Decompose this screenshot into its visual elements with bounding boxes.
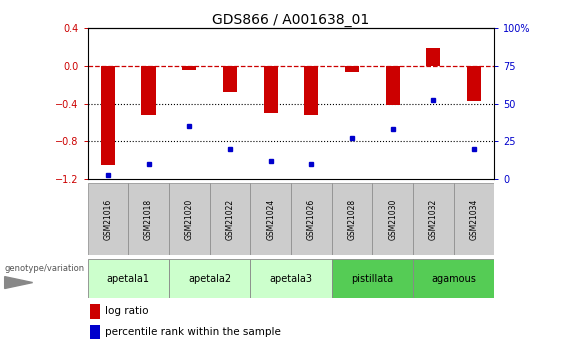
- Text: agamous: agamous: [431, 274, 476, 284]
- Title: GDS866 / A001638_01: GDS866 / A001638_01: [212, 12, 370, 27]
- Text: GSM21034: GSM21034: [470, 198, 479, 240]
- Text: apetala3: apetala3: [270, 274, 312, 284]
- Bar: [141, 66, 156, 115]
- Text: GSM21020: GSM21020: [185, 198, 194, 240]
- Bar: [169, 183, 210, 255]
- Bar: [332, 259, 413, 298]
- Bar: [169, 259, 250, 298]
- Polygon shape: [5, 277, 33, 288]
- Bar: [291, 183, 332, 255]
- Bar: [90, 304, 100, 319]
- Bar: [304, 66, 319, 115]
- Bar: [88, 259, 169, 298]
- Bar: [101, 66, 115, 165]
- Bar: [250, 183, 291, 255]
- Text: GSM21016: GSM21016: [103, 198, 112, 240]
- Bar: [413, 259, 494, 298]
- Text: pistillata: pistillata: [351, 274, 393, 284]
- Bar: [90, 325, 100, 339]
- Text: GSM21018: GSM21018: [144, 198, 153, 240]
- Text: GSM21030: GSM21030: [388, 198, 397, 240]
- Text: GSM21024: GSM21024: [266, 198, 275, 240]
- Bar: [413, 183, 454, 255]
- Bar: [467, 66, 481, 101]
- Text: log ratio: log ratio: [105, 306, 148, 316]
- Bar: [332, 183, 372, 255]
- Bar: [385, 66, 400, 106]
- Text: genotype/variation: genotype/variation: [5, 264, 85, 273]
- Bar: [263, 66, 278, 113]
- Text: GSM21022: GSM21022: [225, 198, 234, 240]
- Bar: [250, 259, 332, 298]
- Bar: [223, 66, 237, 92]
- Text: GSM21028: GSM21028: [347, 198, 357, 240]
- Text: GSM21026: GSM21026: [307, 198, 316, 240]
- Bar: [345, 66, 359, 72]
- Bar: [454, 183, 494, 255]
- Bar: [372, 183, 413, 255]
- Text: apetala2: apetala2: [188, 274, 231, 284]
- Bar: [88, 183, 128, 255]
- Text: GSM21032: GSM21032: [429, 198, 438, 240]
- Bar: [210, 183, 250, 255]
- Bar: [128, 183, 169, 255]
- Bar: [182, 66, 197, 70]
- Text: percentile rank within the sample: percentile rank within the sample: [105, 327, 281, 337]
- Text: apetala1: apetala1: [107, 274, 150, 284]
- Bar: [426, 49, 441, 66]
